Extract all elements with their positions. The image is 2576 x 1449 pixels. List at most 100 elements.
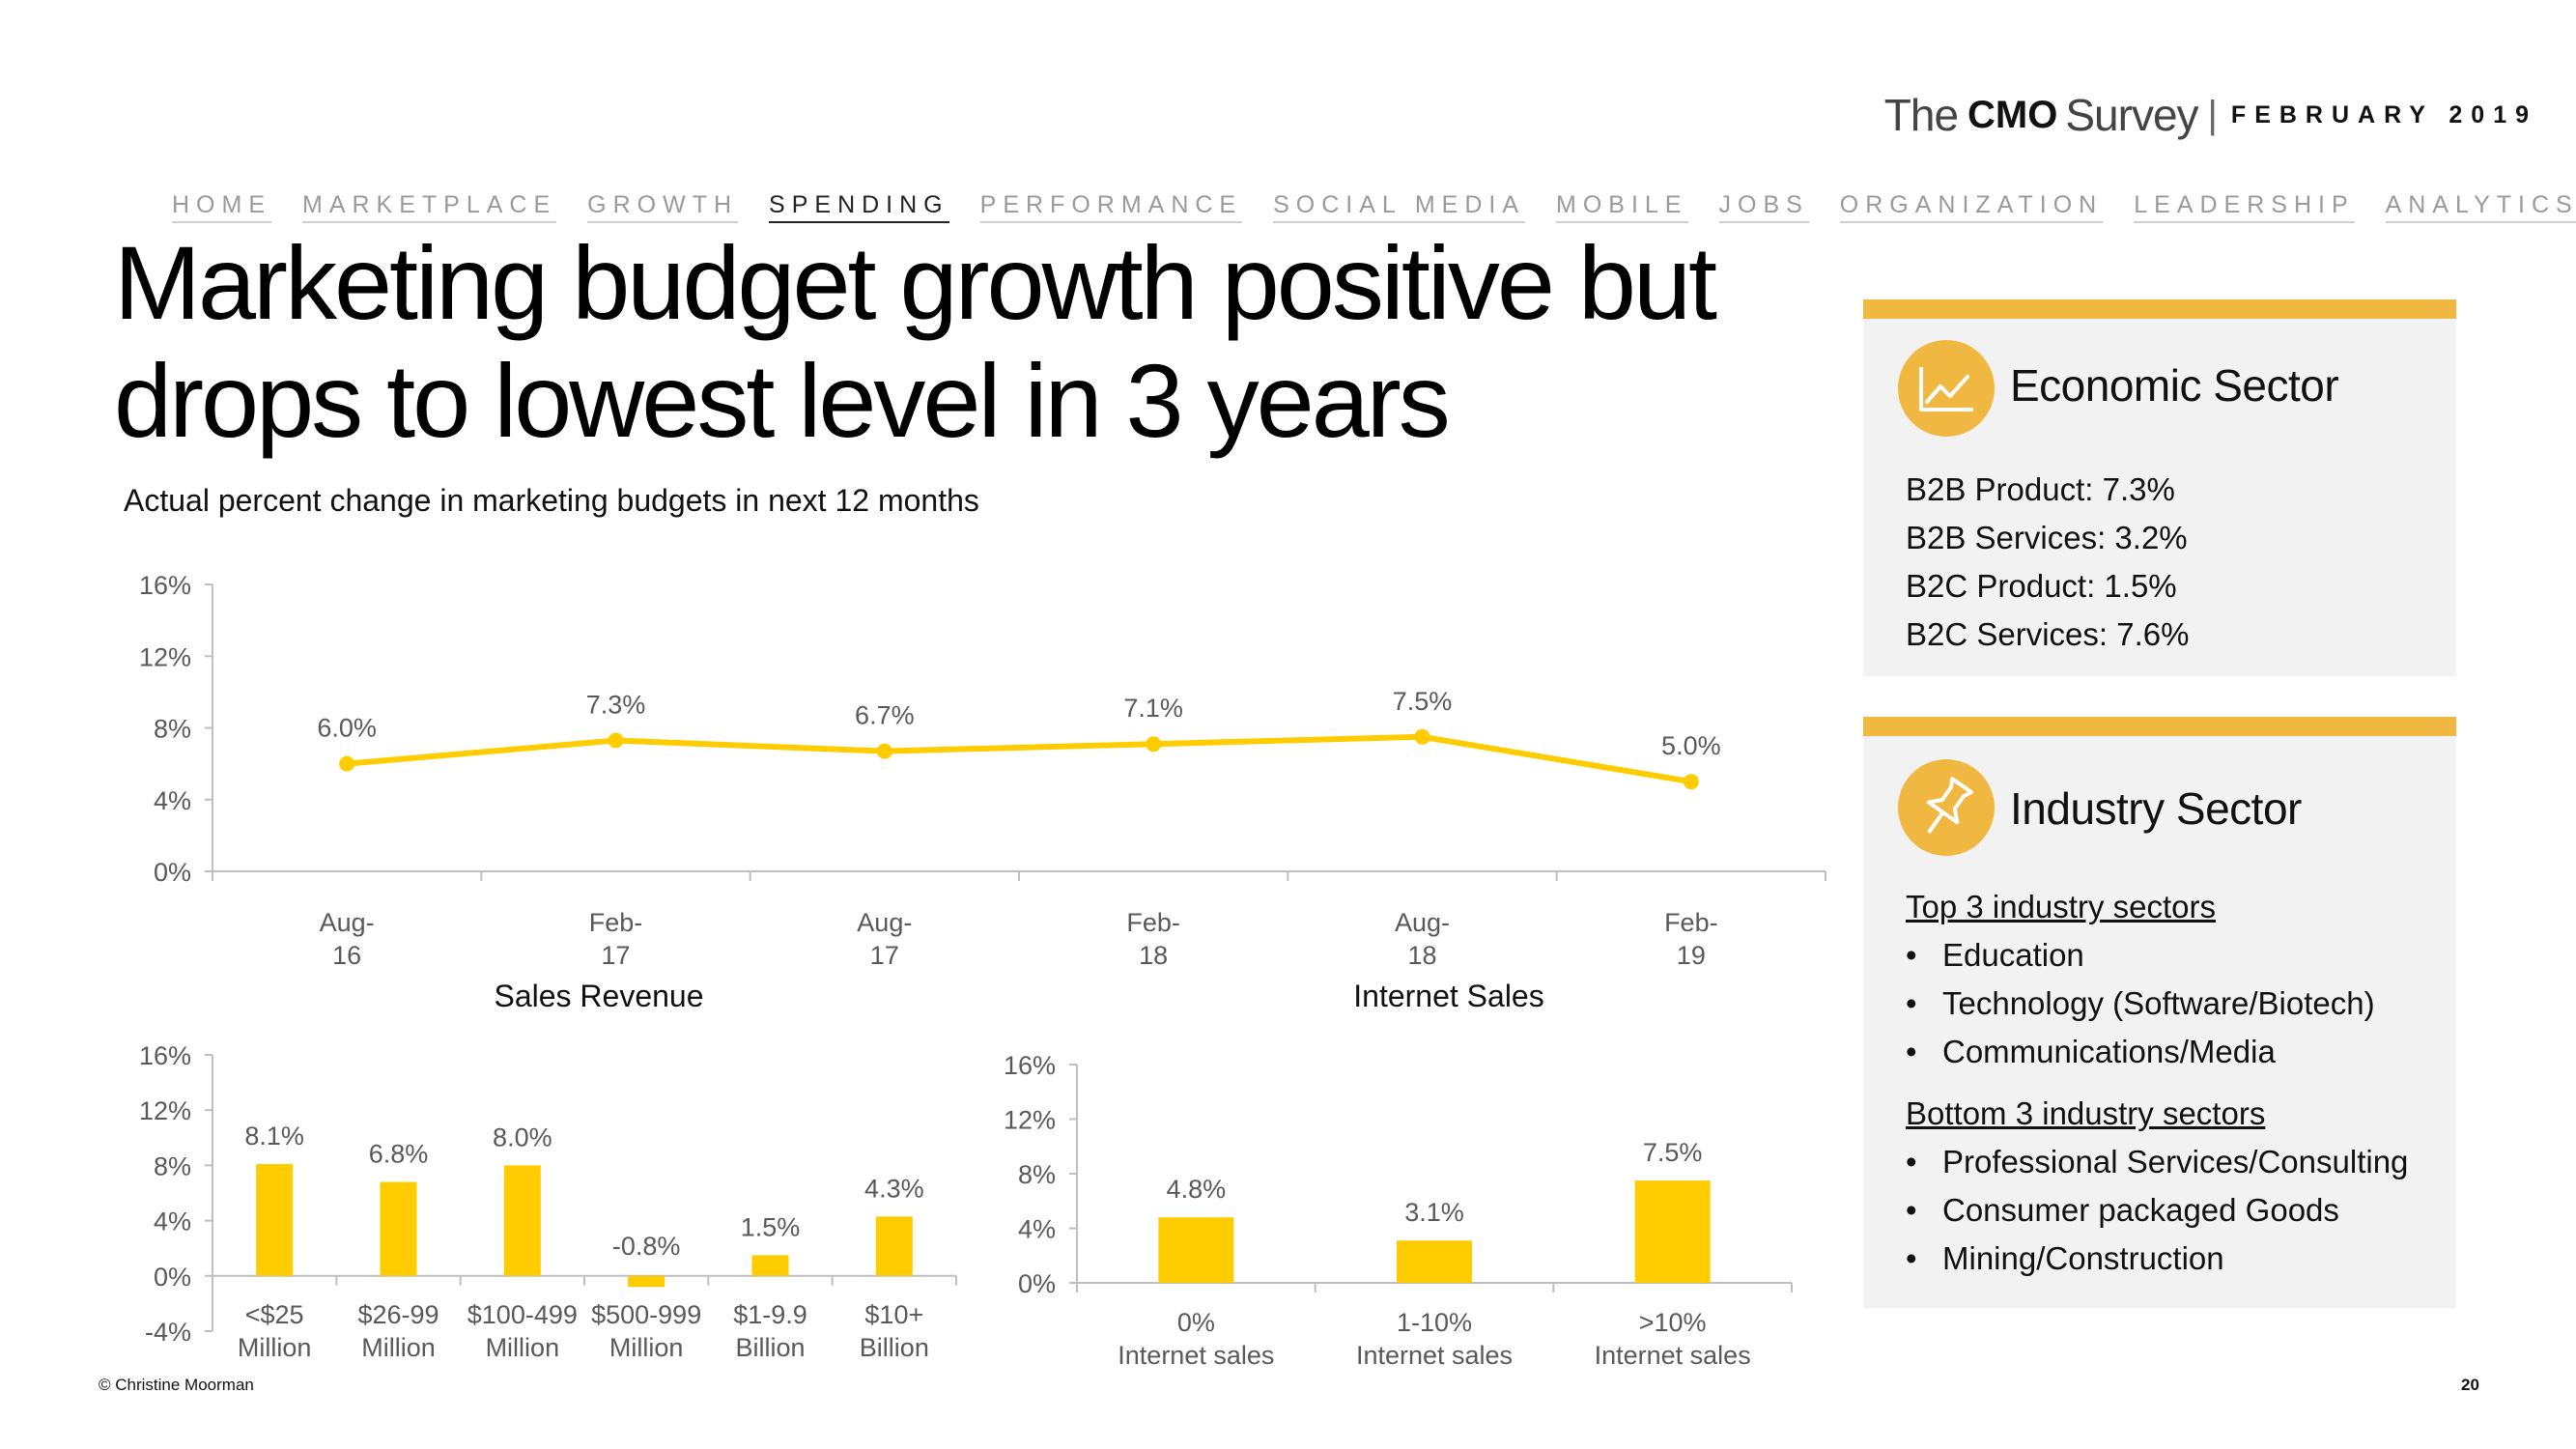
data-point — [1414, 728, 1430, 745]
sector-list-item: • Education — [1906, 937, 2084, 974]
data-label: 4.3% — [864, 1174, 924, 1203]
x-tick-label: Internet sales — [1595, 1341, 1751, 1370]
x-tick-label: 18 — [1139, 941, 1168, 966]
sector-list-item: • Mining/Construction — [1906, 1240, 2224, 1277]
brand-logo: The CMO Survey | FEBRUARY 2019 — [1884, 89, 2537, 141]
x-tick-label: Feb- — [589, 908, 643, 937]
nav-item-leadership[interactable]: LEADERSHIP — [2134, 191, 2355, 223]
bar — [751, 1255, 789, 1276]
data-label: 7.3% — [586, 690, 646, 719]
sector-name: Professional Services/Consulting — [1942, 1144, 2409, 1179]
nav-item-mobile[interactable]: MOBILE — [1556, 191, 1688, 223]
series-line — [346, 733, 1692, 785]
bar — [875, 1216, 913, 1276]
nav-item-marketplace[interactable]: MARKETPLACE — [302, 191, 557, 223]
sales-revenue-title: Sales Revenue — [494, 979, 704, 1013]
brand-survey: Survey — [2065, 90, 2198, 140]
x-tick-label: Million — [361, 1333, 436, 1362]
brand-cmo: CMO — [1967, 93, 2058, 136]
data-point — [608, 732, 624, 749]
economic-line: B2B Services: 3.2% — [1906, 520, 2188, 555]
x-tick-label: >10% — [1639, 1308, 1707, 1337]
nav-item-performance[interactable]: PERFORMANCE — [979, 191, 1243, 223]
y-tick-label: 12% — [139, 1096, 191, 1125]
page-title: Marketing budget growth positive but dro… — [114, 224, 1717, 459]
x-tick-label: Aug- — [857, 908, 912, 937]
x-tick-label: Internet sales — [1118, 1341, 1274, 1370]
y-tick-label: -4% — [145, 1318, 191, 1347]
x-tick-label: Feb- — [1664, 908, 1718, 937]
data-label: 6.0% — [317, 714, 377, 743]
x-tick-label: Internet sales — [1356, 1341, 1513, 1370]
x-tick-label: 17 — [870, 941, 899, 966]
bar — [1634, 1180, 1711, 1283]
nav-item-home[interactable]: HOME — [172, 191, 271, 223]
bar — [503, 1165, 541, 1276]
data-label: -0.8% — [612, 1232, 681, 1261]
pushpin-icon — [1898, 759, 1995, 856]
x-tick-label: 0% — [1177, 1308, 1215, 1337]
data-label: 7.5% — [1393, 687, 1453, 716]
line-chart: 16% 12% 8% 4% 0% 6.0% Aug- 16 7.3% Feb- 17 6.7% Aug-… — [139, 571, 1826, 966]
x-tick-label: 17 — [601, 941, 630, 966]
sector-list-item: • Technology (Software/Biotech) — [1906, 985, 2375, 1022]
x-tick-label: Million — [486, 1333, 560, 1362]
x-tick-label: Billion — [735, 1333, 805, 1362]
x-tick-label: Million — [609, 1333, 684, 1362]
y-tick-label: 12% — [1004, 1106, 1056, 1135]
y-tick-label: 4% — [154, 786, 191, 815]
nav-item-jobs[interactable]: JOBS — [1718, 191, 1809, 223]
data-label: 1.5% — [741, 1212, 801, 1241]
y-tick-label: 8% — [1018, 1160, 1056, 1189]
y-tick-label: 0% — [1018, 1269, 1056, 1298]
x-tick-label: $500-999 — [591, 1300, 701, 1329]
chart-subtitle: Actual percent change in marketing budge… — [124, 483, 979, 518]
data-point — [1683, 774, 1699, 790]
brand-separator: | — [2207, 93, 2218, 136]
bullet-dot: • — [1906, 1034, 1917, 1069]
bullet-dot: • — [1906, 937, 1917, 973]
nav-item-spending[interactable]: SPENDING — [769, 191, 949, 223]
y-tick-label: 0% — [154, 858, 191, 887]
bar — [628, 1275, 665, 1288]
data-label: 7.1% — [1123, 694, 1183, 723]
data-label: 5.0% — [1661, 731, 1721, 760]
line-chart-icon — [1898, 340, 1995, 437]
top-sectors-heading: Top 3 industry sectors — [1906, 889, 2216, 924]
x-tick-label: $1-9.9 — [733, 1300, 807, 1329]
nav-item-growth[interactable]: GROWTH — [587, 191, 739, 223]
industry-sector-heading: Industry Sector — [2010, 783, 2302, 834]
bar — [380, 1181, 417, 1276]
data-label: 8.0% — [493, 1122, 552, 1151]
bar — [1158, 1217, 1234, 1283]
sector-list-item: • Communications/Media — [1906, 1034, 2276, 1070]
y-tick-label: 8% — [154, 715, 191, 744]
internet-sales-title: Internet Sales — [1353, 979, 1544, 1013]
sector-name: Education — [1942, 937, 2084, 973]
sales-revenue-chart: 16% 12% 8% 4% 0% -4% 8.1% <$25 Million 6.8% $26-99… — [139, 1041, 957, 1362]
sector-name: Technology (Software/Biotech) — [1942, 985, 2375, 1021]
data-label: 3.1% — [1404, 1198, 1464, 1227]
data-label: 6.7% — [855, 701, 915, 730]
y-tick-label: 0% — [154, 1263, 191, 1292]
bullet-dot: • — [1906, 1192, 1917, 1228]
nav-item-social-media[interactable]: SOCIAL MEDIA — [1273, 191, 1526, 223]
nav-item-analytics[interactable]: ANALYTICS — [2385, 191, 2576, 223]
sector-name: Communications/Media — [1942, 1034, 2276, 1069]
internet-sales-chart: 16% 12% 8% 4% 0% 4.8% 0% Internet sales 3.1% 1-10… — [1004, 1051, 1793, 1370]
y-tick-label: 16% — [139, 571, 191, 600]
sector-name: Consumer packaged Goods — [1942, 1192, 2339, 1228]
y-tick-label: 16% — [139, 1041, 191, 1070]
data-label: 4.8% — [1167, 1175, 1227, 1204]
x-tick-label: Feb- — [1126, 908, 1180, 937]
bullet-dot: • — [1906, 1240, 1917, 1276]
nav-item-organization[interactable]: ORGANIZATION — [1839, 191, 2104, 223]
x-tick-label: 16 — [332, 941, 361, 966]
copyright: © Christine Moorman — [99, 1376, 254, 1394]
x-tick-label: Billion — [860, 1333, 929, 1362]
economic-line: B2B Product: 7.3% — [1906, 471, 2175, 507]
x-tick-label: $10+ — [864, 1300, 923, 1329]
page-number: 20 — [2461, 1376, 2479, 1394]
x-tick-label: <$25 — [245, 1300, 304, 1329]
x-tick-label: $26-99 — [357, 1300, 439, 1329]
